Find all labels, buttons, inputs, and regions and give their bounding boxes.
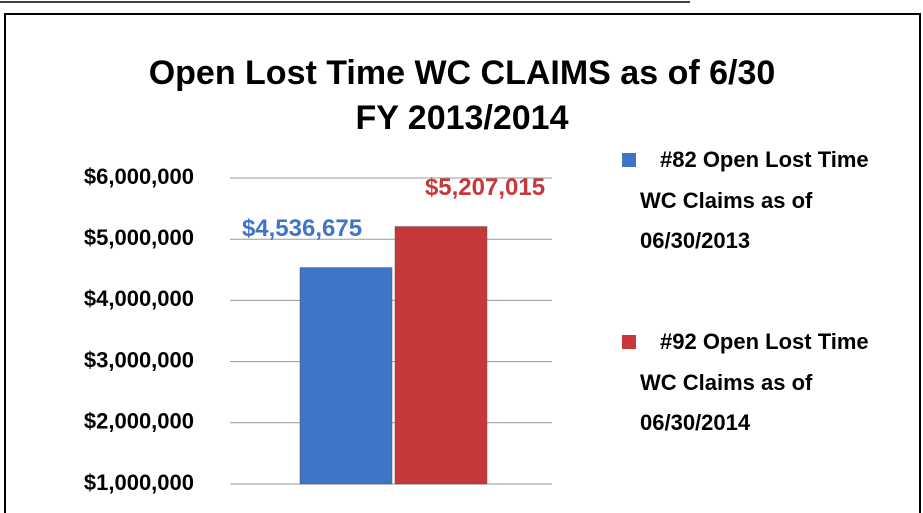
y-tick-label: $5,000,000 (84, 225, 194, 250)
chart-title: FY 2013/2014 (356, 99, 569, 137)
y-tick-label: $1,000,000 (84, 470, 194, 495)
legend-label: #82 Open Lost Time WC Claims as of 06/30… (640, 147, 869, 253)
chart-title: Open Lost Time WC CLAIMS as of 6/30 (149, 54, 776, 92)
chart-border (4, 13, 921, 513)
y-tick-label: $3,000,000 (84, 347, 194, 372)
data-label: $4,536,675 (242, 215, 362, 242)
y-tick-label: $6,000,000 (84, 164, 194, 189)
legend-swatch (622, 335, 636, 349)
bar (299, 267, 393, 485)
legend-swatch (622, 153, 636, 167)
y-tick-label: $4,000,000 (84, 286, 194, 311)
bar (394, 226, 488, 485)
data-label: $5,207,015 (425, 174, 545, 201)
y-tick-label: $2,000,000 (84, 409, 194, 434)
legend-label: #92 Open Lost Time WC Claims as of 06/30… (640, 329, 869, 435)
